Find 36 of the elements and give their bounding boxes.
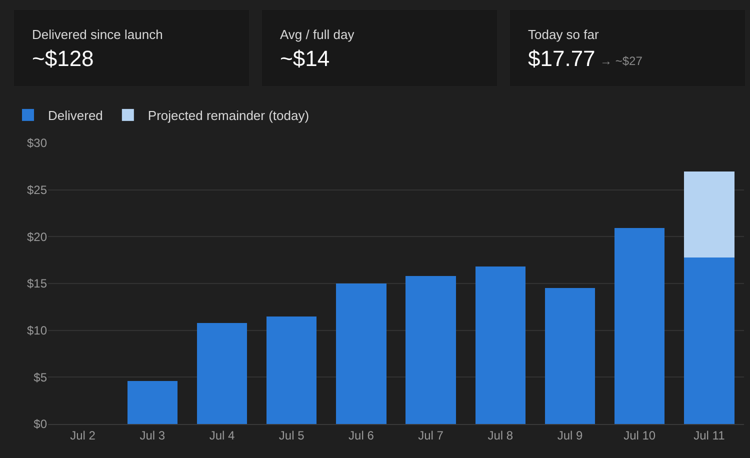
bar [127,380,178,424]
x-tick-label: Jul 9 [557,428,583,442]
y-tick-label: $10 [26,324,48,338]
text: Delivered since launch [32,27,163,42]
y-tick-label: $20 [26,230,48,244]
x-tick-label: Jul 10 [624,428,656,442]
bar [406,276,456,424]
text: → ~$27 [600,54,643,68]
y-tick-label: $25 [26,183,48,198]
x-tick-label: Jul 6 [348,428,374,442]
legend-label: Delivered [48,108,103,124]
text: ~$128 [32,46,94,71]
bar [196,322,248,424]
text: Avg / full day [280,27,355,42]
x-tick-label: Jul 8 [488,428,514,442]
x-tick-label: Jul 11 [694,428,726,442]
y-tick-label: $15 [26,276,48,291]
bar [684,258,734,424]
x-tick-label: Jul 4 [209,428,235,442]
text: Today so far [528,27,600,42]
x-tick-label: Jul 7 [418,428,444,442]
x-tick-label: Jul 3 [140,428,166,442]
text: ~$14 [280,46,330,71]
bar [614,228,665,424]
y-tick-label: $0 [34,417,48,432]
text: $17.77 [528,46,596,71]
y-tick-label: $30 [26,136,48,150]
bar [684,171,734,258]
y-tick-label: $5 [34,370,48,384]
x-tick-label: Jul 2 [70,428,96,442]
legend-label: Projected remainder (today) [148,108,310,124]
bar [266,316,317,424]
bar [544,288,596,424]
x-tick-label: Jul 5 [278,428,305,442]
bar [336,284,386,424]
bar [475,266,526,424]
